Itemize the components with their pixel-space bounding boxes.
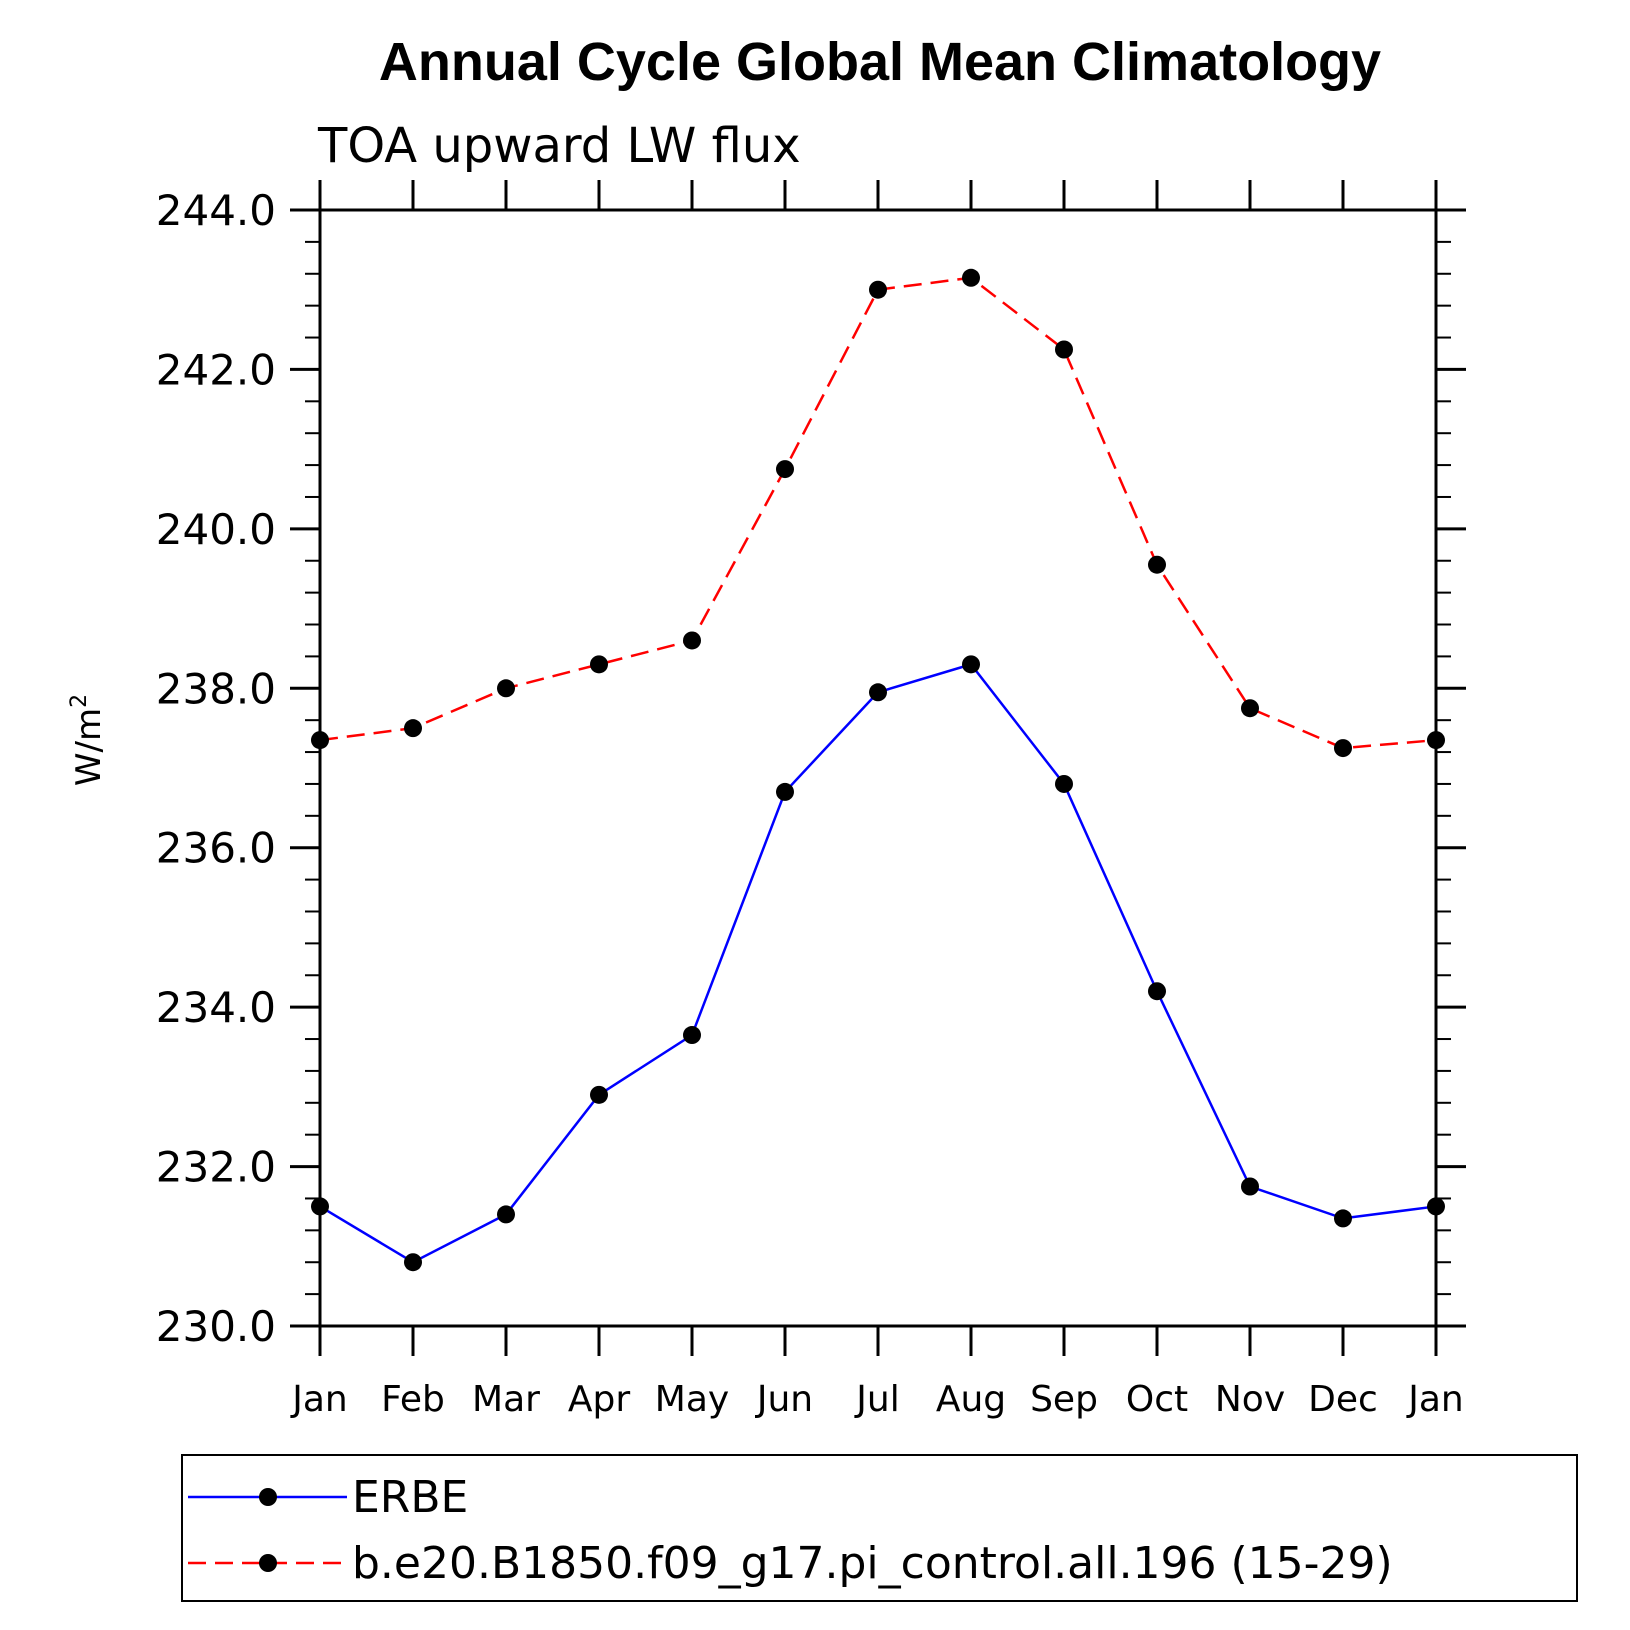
x-tick-label: Mar	[472, 1379, 540, 1420]
x-tick-label: Apr	[568, 1379, 630, 1420]
y-axis-label: W/m2	[67, 694, 109, 786]
x-tick-label: Jan	[1406, 1379, 1464, 1420]
data-point	[1427, 731, 1445, 750]
data-point	[1427, 1197, 1445, 1216]
data-point	[962, 268, 980, 287]
axes: 230.0 232.0 234.0 236.0 238.0 240.0 242.0 244.0…	[156, 180, 1466, 1420]
chart-subtitle: TOA upward LW flux	[317, 118, 801, 174]
x-tick-label: Oct	[1126, 1379, 1188, 1420]
data-point	[1241, 1177, 1259, 1196]
y-tick-label: 234.0	[156, 983, 276, 1032]
series-line-0	[319, 662, 1437, 1264]
y-tick-label: 232.0	[156, 1143, 276, 1192]
data-point	[311, 731, 329, 750]
plot-frame	[318, 208, 1438, 1328]
data-point	[776, 460, 794, 479]
data-point	[1334, 1209, 1352, 1228]
legend-box	[181, 1454, 1578, 1602]
x-tick-label: May	[655, 1379, 729, 1420]
y-tick-label: 236.0	[156, 824, 276, 873]
legend-label-0: ERBE	[352, 1472, 468, 1523]
series-line-1	[319, 276, 1437, 750]
series-layer	[311, 268, 1445, 1272]
x-tick-label: Aug	[936, 1379, 1006, 1420]
data-point	[1148, 982, 1166, 1001]
legend-label-1: b.e20.B1850.f09_g17.pi_control.all.196 (…	[352, 1538, 1393, 1589]
data-point	[404, 1253, 422, 1272]
x-tick-label: Jan	[290, 1379, 348, 1420]
y-tick-label: 242.0	[156, 345, 276, 394]
data-point	[1241, 699, 1259, 718]
y-tick-label: 238.0	[156, 664, 276, 713]
x-tick-label: Nov	[1215, 1379, 1285, 1420]
data-point	[962, 655, 980, 674]
data-point	[404, 719, 422, 738]
data-point	[869, 683, 887, 702]
data-point	[1148, 555, 1166, 574]
x-tick-label: Jul	[854, 1379, 899, 1420]
y-axis-label-sup: 2	[67, 694, 92, 708]
y-axis-label-main: W/m	[69, 708, 109, 786]
legend: ERBE b.e20.B1850.f09_g17.pi_control.all.1…	[181, 1454, 1578, 1602]
y-tick-label: 244.0	[156, 186, 276, 235]
x-tick-label: Jun	[755, 1379, 813, 1420]
data-point	[683, 1026, 701, 1045]
data-point	[776, 782, 794, 801]
x-tick-label: Dec	[1308, 1379, 1378, 1420]
data-point	[590, 655, 608, 674]
x-tick-label: Feb	[381, 1379, 445, 1420]
y-tick-label: 240.0	[156, 505, 276, 554]
data-point	[1334, 739, 1352, 758]
data-point	[1055, 340, 1073, 359]
y-tick-label: 230.0	[156, 1302, 276, 1351]
legend-marker	[259, 1554, 277, 1572]
data-point	[590, 1085, 608, 1104]
data-point	[1055, 774, 1073, 793]
x-tick-label: Sep	[1030, 1379, 1098, 1420]
data-point	[311, 1197, 329, 1216]
chart-title: Annual Cycle Global Mean Climatology	[379, 32, 1381, 92]
data-point	[497, 679, 515, 698]
data-point	[683, 631, 701, 650]
data-point	[869, 280, 887, 299]
legend-marker	[259, 1488, 277, 1506]
data-point	[497, 1205, 515, 1224]
